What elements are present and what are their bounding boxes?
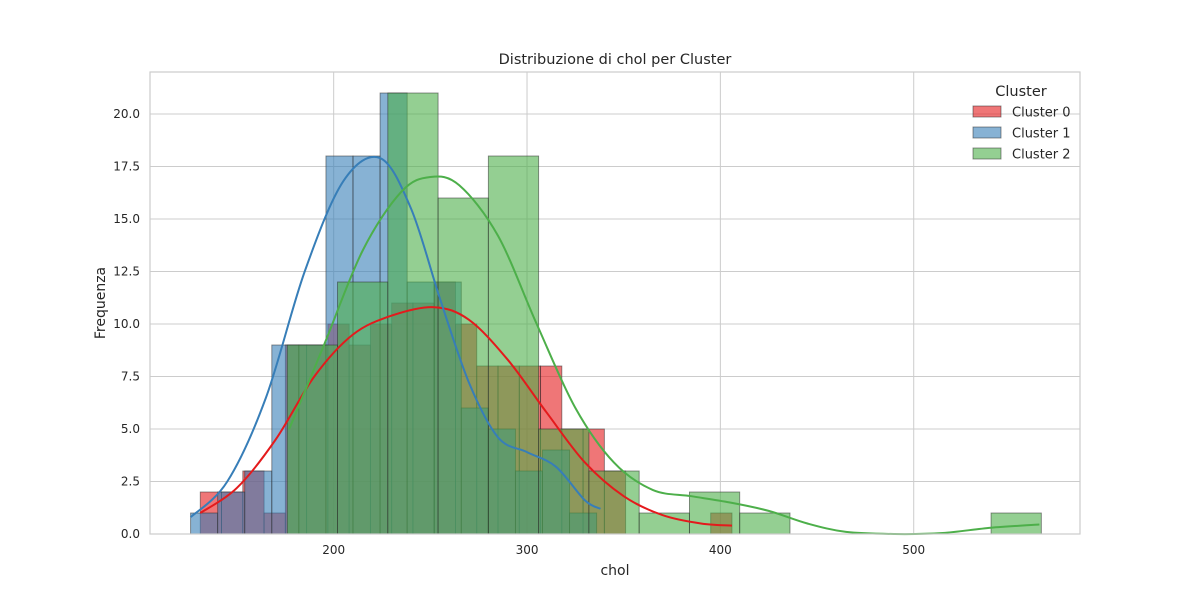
y-tick-label: 17.5 xyxy=(113,160,140,174)
legend-title: Cluster xyxy=(995,84,1047,100)
y-tick-label: 7.5 xyxy=(121,370,140,384)
legend-label: Cluster 1 xyxy=(1012,127,1071,142)
x-tick-label: 400 xyxy=(709,543,732,557)
histogram-bar-cluster-2 xyxy=(487,155,540,535)
x-axis-label: chol xyxy=(600,563,629,579)
histogram-bar-cluster-1 xyxy=(190,512,219,535)
x-tick-label: 300 xyxy=(516,543,539,557)
legend: Cluster Cluster 0 Cluster 1 Cluster 2 xyxy=(972,84,1071,163)
y-tick-label: 0.0 xyxy=(121,527,140,541)
x-tick-label: 200 xyxy=(322,543,345,557)
kde-line-cluster-1 xyxy=(189,156,601,518)
histogram-bar-cluster-1 xyxy=(217,491,246,535)
y-tick-label: 5.0 xyxy=(121,422,140,436)
y-tick-label: 20.0 xyxy=(113,107,140,121)
y-tick-label: 2.5 xyxy=(121,475,140,489)
legend-label: Cluster 2 xyxy=(1012,148,1071,163)
y-axis-label: Frequenza xyxy=(93,267,109,339)
plot-frame xyxy=(149,71,1081,535)
chart-title: Distribuzione di chol per Cluster xyxy=(499,52,732,68)
histogram-bar-cluster-2 xyxy=(990,512,1042,535)
histogram-bar-cluster-2 xyxy=(588,470,640,535)
legend-label: Cluster 0 xyxy=(1012,106,1071,121)
legend-swatch xyxy=(972,105,1002,118)
legend-swatch xyxy=(972,126,1002,139)
histogram-bar-cluster-1 xyxy=(244,470,273,535)
histogram-bar-cluster-2 xyxy=(286,344,338,535)
histogram-bar-cluster-2 xyxy=(688,491,741,535)
tick-labels: 200 300 400 500 0.0 2.5 5.0 7.5 10.0 12.5 15.0 17.5… xyxy=(113,107,925,557)
y-tick-label: 12.5 xyxy=(113,265,140,279)
legend-swatch xyxy=(972,147,1002,160)
kde-line-cluster-0 xyxy=(199,306,733,527)
x-tick-label: 500 xyxy=(902,543,925,557)
y-tick-label: 15.0 xyxy=(113,212,140,226)
histogram-bar-cluster-2 xyxy=(337,281,389,535)
y-tick-label: 10.0 xyxy=(113,317,140,331)
histogram-bars xyxy=(190,92,1042,535)
histogram-bar-cluster-2 xyxy=(538,428,590,535)
